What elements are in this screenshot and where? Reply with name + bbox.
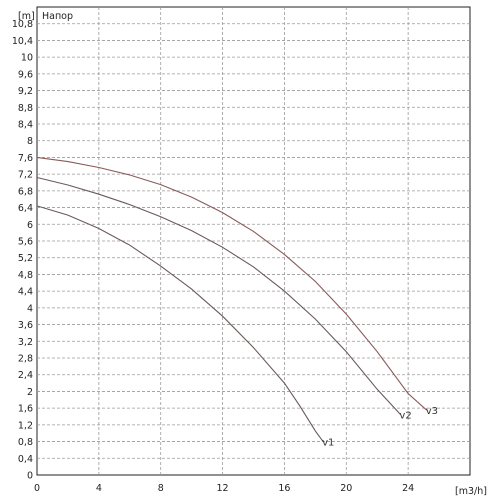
y-tick-label: 10,8 — [12, 19, 33, 30]
y-tick-label: 0,4 — [18, 454, 33, 465]
series-label-v3: v3 — [426, 406, 438, 417]
y-tick-label: 5,6 — [18, 237, 33, 248]
x-tick-label: 12 — [217, 483, 229, 494]
series-line-v3 — [36, 156, 428, 411]
x-tick-label: 4 — [96, 483, 102, 494]
y-tick-label: 2,8 — [18, 354, 33, 365]
y-tick-label: 0 — [27, 471, 33, 482]
x-tick-label: 8 — [158, 483, 164, 494]
y-tick-label: 5,2 — [18, 253, 33, 264]
y-tick-label: 3,6 — [18, 320, 33, 331]
series-layer: v1 v2 v3 — [36, 156, 438, 449]
y-axis-label: [m] — [18, 11, 35, 22]
y-tick-labels: 0 0,4 0,8 1,2 1,6 2 2,4 2,8 3,2 3,6 4 4,4 4,8 5,2 5,6 6… — [12, 19, 33, 481]
grid-lines — [37, 7, 470, 475]
y-tick-label: 3,2 — [18, 337, 33, 348]
y-tick-label: 9,2 — [18, 86, 33, 97]
x-tick-label: 0 — [34, 483, 40, 494]
y-tick-label: 7,6 — [18, 153, 33, 164]
y-tick-label: 4,4 — [18, 287, 33, 298]
x-axis-label: [m3/h] — [455, 486, 487, 497]
y-tick-label: 6,8 — [18, 186, 33, 197]
y-tick-label: 1,6 — [18, 404, 33, 415]
y-tick-label: 6,4 — [18, 203, 33, 214]
x-tick-labels: 0 4 8 12 16 20 24 — [34, 483, 414, 494]
series-label-v1: v1 — [322, 438, 334, 449]
y-tick-label: 1,2 — [18, 420, 33, 431]
x-tick-label: 24 — [402, 483, 414, 494]
y-tick-label: 9,6 — [18, 69, 33, 80]
x-tick-label: 16 — [278, 483, 290, 494]
series-line-v2 — [36, 176, 401, 415]
y-tick-label: 4 — [27, 303, 33, 314]
chart-title: Напор — [42, 11, 73, 22]
y-tick-label: 0,8 — [18, 437, 33, 448]
y-tick-label: 7,2 — [18, 170, 33, 181]
series-line-v1 — [36, 205, 324, 442]
y-tick-label: 8 — [27, 136, 33, 147]
y-tick-label: 10,4 — [12, 36, 33, 47]
y-tick-label: 6 — [27, 220, 33, 231]
y-tick-label: 4,8 — [18, 270, 33, 281]
y-tick-label: 8,4 — [18, 120, 33, 131]
x-tick-label: 20 — [340, 483, 352, 494]
y-tick-label: 10 — [21, 53, 33, 64]
y-tick-label: 8,8 — [18, 103, 33, 114]
y-tick-label: 2 — [27, 387, 33, 398]
series-label-v2: v2 — [399, 410, 411, 421]
y-tick-label: 2,4 — [18, 370, 33, 381]
